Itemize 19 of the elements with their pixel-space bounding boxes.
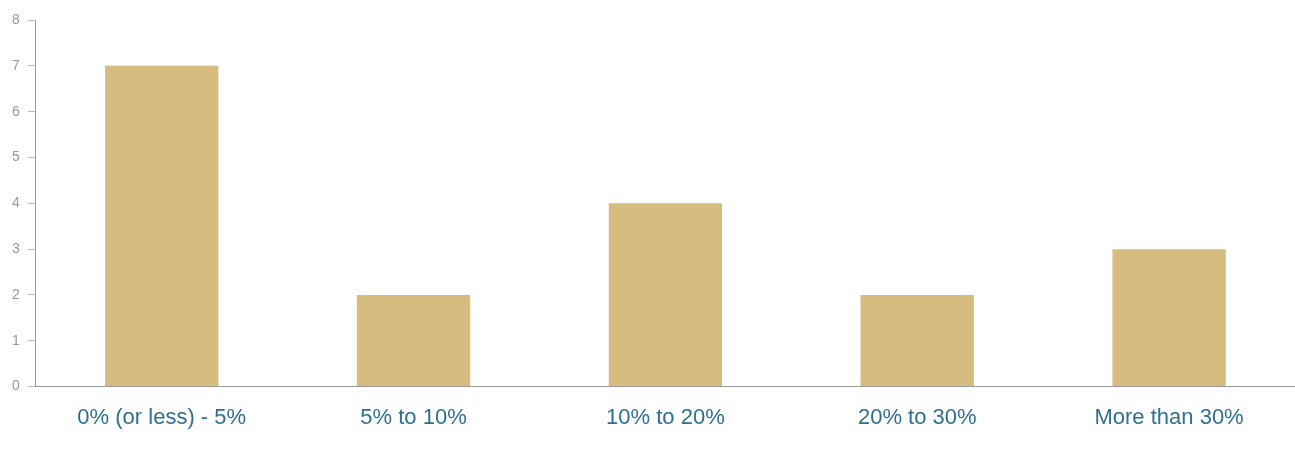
x-tick-label: 20% to 30% — [857, 403, 977, 429]
bar — [860, 294, 974, 387]
bar — [608, 203, 723, 387]
x-tick-label: 0% (or less) - 5% — [77, 403, 247, 429]
y-tick-label: 3 — [11, 239, 20, 256]
x-tick-label: 10% to 20% — [606, 403, 725, 429]
y-tick-label: 2 — [11, 285, 20, 302]
bar — [356, 294, 471, 387]
y-tick-label: 5 — [11, 148, 20, 165]
y-tick-label: 1 — [11, 331, 20, 348]
y-tick-label: 6 — [11, 102, 20, 119]
y-tick-label: 4 — [11, 194, 20, 211]
x-tick-label: More than 30% — [1094, 403, 1244, 429]
y-tick-label: 0 — [11, 377, 20, 394]
y-tick-label: 8 — [11, 10, 20, 27]
x-tick-label: 5% to 10% — [360, 403, 467, 429]
bar — [1112, 249, 1226, 387]
y-tick-label: 7 — [11, 56, 20, 73]
bar — [105, 65, 219, 387]
